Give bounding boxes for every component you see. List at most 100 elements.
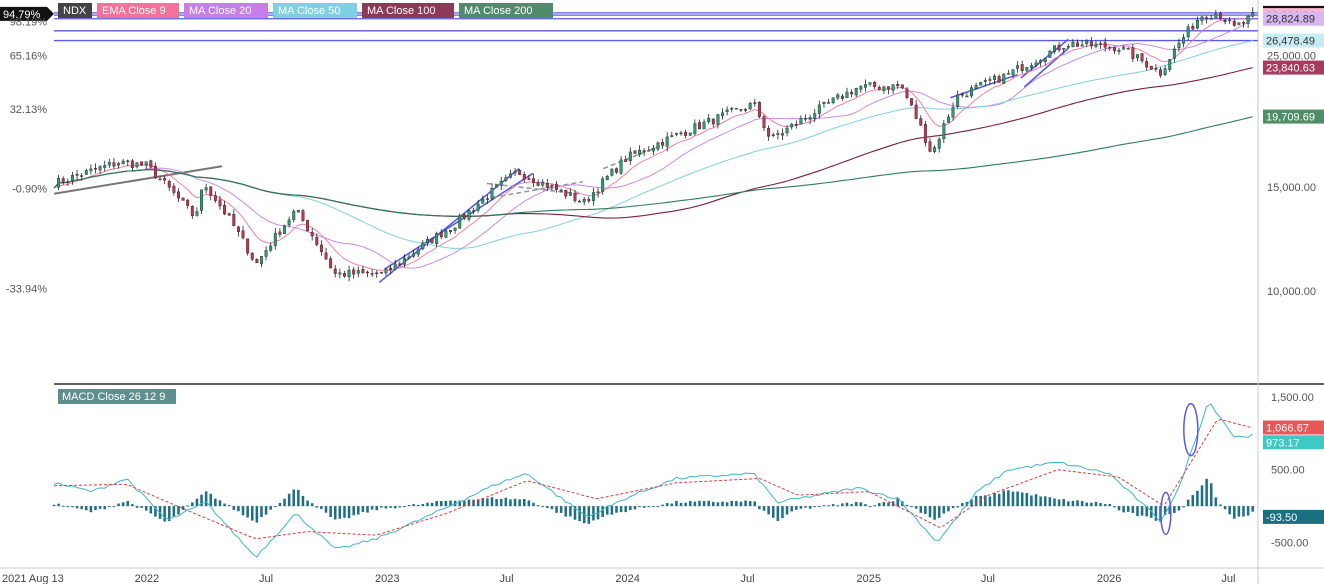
candle-down xyxy=(315,237,319,245)
candle-down xyxy=(1020,64,1024,71)
candle-up xyxy=(435,233,439,245)
candle-up xyxy=(287,219,291,226)
candle-down xyxy=(485,198,489,200)
macd-histogram-bar xyxy=(702,500,706,507)
macd-histogram-bar xyxy=(297,489,300,507)
time-tick-label: 2024 xyxy=(615,573,639,584)
macd-histogram-bar xyxy=(799,506,803,509)
macd-histogram-bar xyxy=(131,504,134,507)
candle-up xyxy=(495,184,499,188)
candle-up xyxy=(688,132,692,136)
candle-up xyxy=(347,269,351,278)
macd-histogram-bar xyxy=(370,506,374,510)
macd-histogram-bar xyxy=(873,505,876,507)
candle-up xyxy=(790,123,794,128)
candle-up xyxy=(1122,47,1126,50)
macd-histogram-bar xyxy=(71,506,74,508)
macd-histogram-bar xyxy=(1205,478,1208,507)
candle-down xyxy=(1242,22,1245,24)
candle-down xyxy=(1191,26,1195,30)
candle-up xyxy=(868,82,872,85)
macd-histogram-bar xyxy=(864,504,867,507)
candle-up xyxy=(1172,48,1176,59)
macd-histogram-bar xyxy=(818,506,821,508)
candle-up xyxy=(356,270,360,274)
legend-chip xyxy=(459,3,553,18)
macd-histogram-bar xyxy=(440,501,443,507)
macd-histogram-bar xyxy=(693,501,697,507)
candle-up xyxy=(467,210,471,220)
macd-histogram-bar xyxy=(1117,506,1121,511)
candle-up xyxy=(822,101,826,104)
macd-histogram-bar xyxy=(758,506,761,510)
macd-histogram-bar xyxy=(403,506,406,508)
candle-up xyxy=(1209,18,1213,20)
candle-up xyxy=(107,162,111,166)
candle-down xyxy=(573,192,577,201)
candle-up xyxy=(84,170,88,175)
macd-histogram-bar xyxy=(310,503,314,507)
candle-up xyxy=(1016,65,1020,69)
macd-histogram-bar xyxy=(444,500,448,507)
candle-down xyxy=(1154,68,1158,70)
candle-up xyxy=(1200,16,1204,21)
macd-histogram-bar xyxy=(910,506,913,508)
macd-histogram-bar xyxy=(993,492,996,507)
candle-up xyxy=(1062,48,1066,50)
dashed-trend-line xyxy=(603,144,661,170)
candle-up xyxy=(453,227,457,231)
candle-up xyxy=(384,268,388,274)
macd-histogram-bar xyxy=(1182,506,1185,508)
candle-down xyxy=(213,195,217,201)
candle-down xyxy=(149,160,153,168)
candle-up xyxy=(200,189,204,211)
macd-histogram-bar xyxy=(813,506,817,508)
candle-down xyxy=(190,206,194,217)
macd-histogram-bar xyxy=(112,506,116,508)
macd-histogram-bar xyxy=(167,506,171,521)
percent-tick-label: -0.90% xyxy=(12,184,47,196)
candle-down xyxy=(126,160,130,162)
candle-up xyxy=(863,84,867,88)
macd-histogram-bar xyxy=(979,495,982,507)
candle-up xyxy=(610,168,614,176)
candle-down xyxy=(1145,61,1149,68)
candle-down xyxy=(241,230,245,239)
candle-up xyxy=(780,133,784,136)
macd-histogram-bar xyxy=(1007,490,1010,507)
candle-down xyxy=(236,226,240,232)
candle-down xyxy=(840,95,844,99)
macd-histogram-bar xyxy=(108,506,111,508)
macd-histogram-bar xyxy=(652,506,655,508)
macd-histogram-bar xyxy=(933,506,936,520)
candle-down xyxy=(757,101,761,117)
macd-histogram-bar xyxy=(1251,506,1254,512)
candle-down xyxy=(278,231,282,235)
candle-up xyxy=(965,95,969,98)
macd-histogram-bar xyxy=(154,506,157,517)
macd-histogram-bar xyxy=(181,506,185,510)
macd-histogram-bar xyxy=(887,502,890,507)
macd-badge xyxy=(1263,420,1324,435)
candle-up xyxy=(956,94,960,107)
macd-histogram-bar xyxy=(66,506,70,508)
macd-histogram-bar xyxy=(1136,506,1139,517)
macd-histogram-bar xyxy=(753,501,757,507)
price-badge xyxy=(1263,109,1324,124)
macd-histogram-bar xyxy=(721,501,724,507)
price-badge-label: 23,840.63 xyxy=(1266,63,1315,75)
candle-down xyxy=(522,173,526,180)
macd-histogram-bar xyxy=(255,506,259,523)
candle-down xyxy=(794,124,798,126)
candle-up xyxy=(89,168,93,171)
macd-histogram-bar xyxy=(1034,494,1038,507)
legend-chip xyxy=(97,3,179,18)
candle-down xyxy=(172,185,176,193)
macd-histogram-bar xyxy=(762,506,766,511)
candle-up xyxy=(628,151,632,162)
trend-line xyxy=(53,165,223,195)
macd-histogram-bar xyxy=(850,504,853,507)
candle-up xyxy=(937,138,941,149)
macd-histogram-bar xyxy=(1002,490,1006,507)
candle-up xyxy=(665,136,669,147)
